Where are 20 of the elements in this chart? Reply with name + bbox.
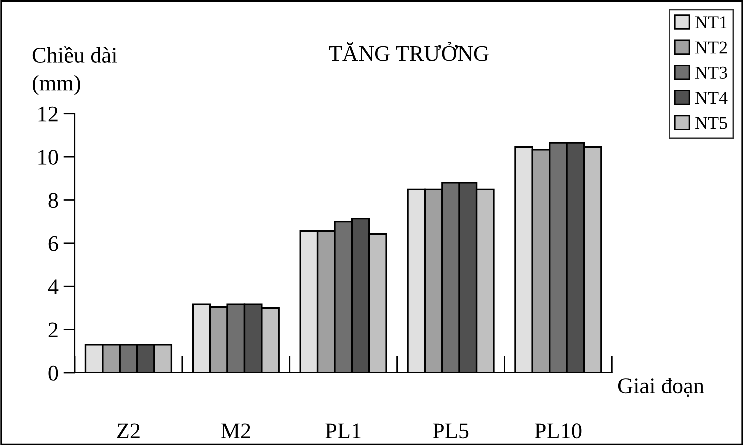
x-tick-label: M2 <box>221 424 250 438</box>
x-tick-label: PL1 <box>326 424 361 438</box>
x-tick-label: PL5 <box>433 424 469 439</box>
x-axis-title: Giai đoạn <box>618 378 704 398</box>
y-axis-title: Chiều dài (mm) <box>32 46 118 96</box>
legend-label: NT2 <box>695 42 728 54</box>
legend-label: NT4 <box>695 92 728 104</box>
y-tick-label: 0 <box>48 366 58 381</box>
y-tick-label: 12 <box>38 106 58 122</box>
legend-label: NT3 <box>695 66 728 79</box>
legend-label: NT5 <box>695 117 728 130</box>
y-tick-label: 8 <box>48 193 58 208</box>
x-tick-label: PL10 <box>535 424 582 439</box>
chart-title: TĂNG TRƯỞNG <box>329 42 489 62</box>
x-tick-label: Z2 <box>117 424 140 438</box>
y-tick-label: 2 <box>48 322 58 338</box>
y-tick-label: 4 <box>48 280 59 294</box>
y-tick-label: 10 <box>38 150 58 165</box>
legend-label: NT1 <box>695 16 727 29</box>
y-tick-label: 6 <box>48 236 58 252</box>
